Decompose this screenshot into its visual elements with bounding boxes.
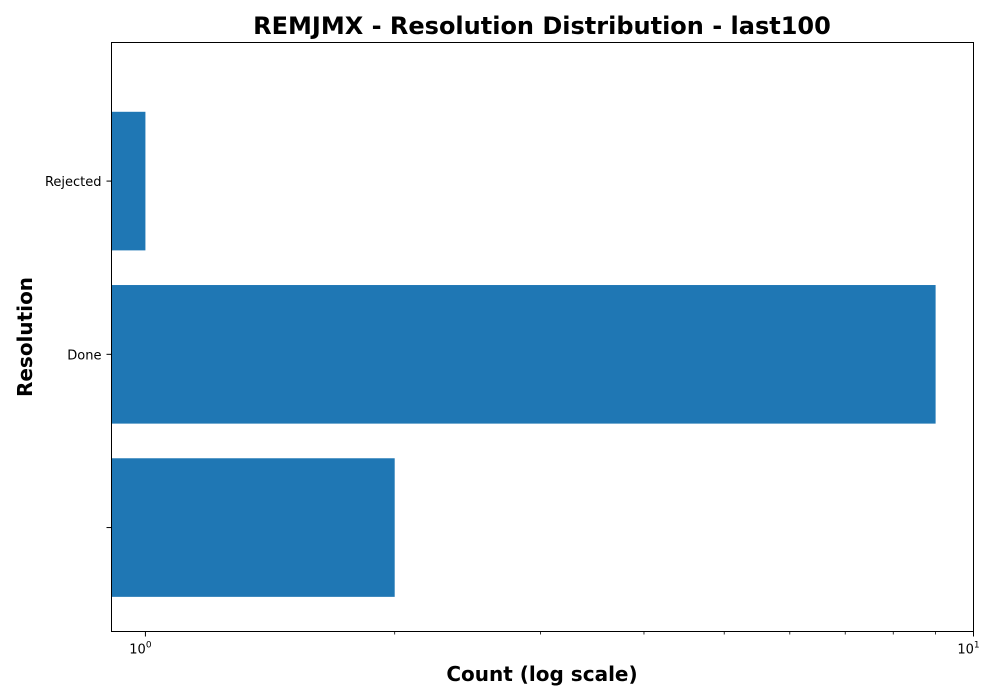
bar-done: [111, 285, 936, 424]
bar-unlabeled: [111, 458, 395, 597]
x-tick-label: 100: [129, 641, 152, 658]
chart-title: REMJMX - Resolution Distribution - last1…: [253, 12, 831, 40]
bars-layer: [111, 111, 936, 597]
y-tick-label: Done: [67, 348, 101, 363]
y-ticks-layer: Done Rejected: [45, 175, 112, 529]
x-tick-label: 101: [957, 641, 979, 658]
y-tick-label: Rejected: [45, 175, 102, 190]
plot-frame: [111, 42, 974, 632]
x-axis-label: Count (log scale): [446, 662, 637, 686]
bar-rejected: [111, 111, 146, 251]
x-ticks-layer: 100 101: [129, 631, 980, 658]
y-axis-label: Resolution: [13, 277, 37, 397]
